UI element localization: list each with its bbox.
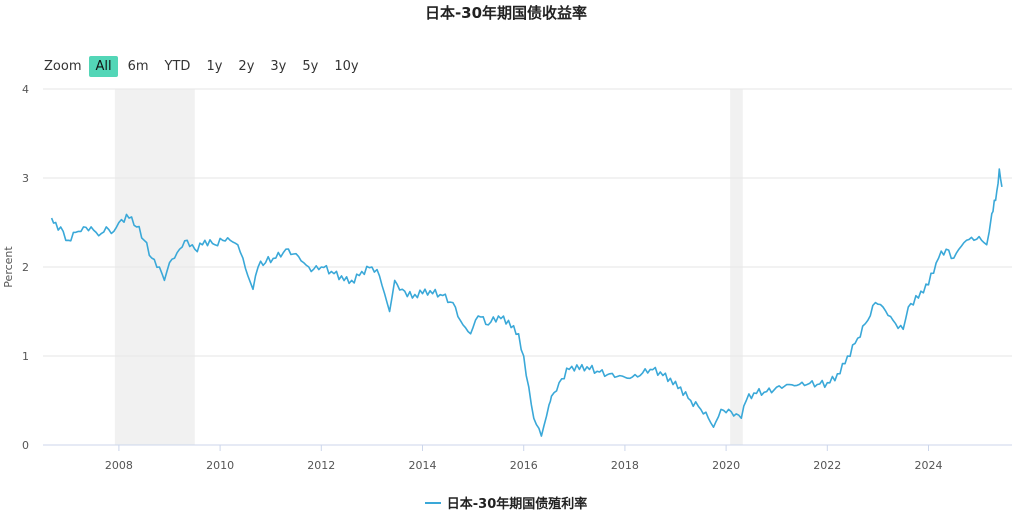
x-tick-label: 2008 bbox=[105, 459, 133, 472]
legend[interactable]: 日本-30年期国债殖利率 bbox=[0, 493, 1012, 512]
chart-title: 日本-30年期国债收益率 bbox=[424, 4, 588, 22]
y-tick-label: 0 bbox=[22, 439, 29, 452]
x-tick-label: 2016 bbox=[510, 459, 538, 472]
x-tick-label: 2012 bbox=[307, 459, 335, 472]
zoom-selector: Zoom All 6m YTD 1y 2y 3y 5y 10y bbox=[40, 54, 365, 78]
x-axis: 2008 2010 2012 2014 2016 2018 2020 2022 2024 bbox=[105, 445, 943, 472]
y-axis: 0 1 2 3 4 bbox=[22, 83, 29, 452]
zoom-button-1y[interactable]: 1y bbox=[206, 58, 223, 74]
x-tick-label: 2010 bbox=[206, 459, 234, 472]
zoom-button-5y[interactable]: 5y bbox=[302, 58, 319, 74]
zoom-button-6m[interactable]: 6m bbox=[127, 58, 149, 74]
zoom-label: Zoom bbox=[44, 58, 82, 74]
legend-label: 日本-30年期国债殖利率 bbox=[446, 497, 588, 512]
zoom-button-ytd[interactable]: YTD bbox=[164, 58, 191, 74]
x-tick-label: 2018 bbox=[611, 459, 639, 472]
series-line[interactable] bbox=[50, 168, 1003, 437]
series-group bbox=[50, 168, 1003, 437]
zoom-button-10y[interactable]: 10y bbox=[334, 58, 359, 74]
x-tick-label: 2022 bbox=[813, 459, 841, 472]
zoom-button-2y[interactable]: 2y bbox=[238, 58, 255, 74]
zoom-button-all[interactable]: All bbox=[89, 55, 118, 77]
y-tick-label: 1 bbox=[22, 350, 29, 363]
y-tick-label: 4 bbox=[22, 83, 29, 96]
legend-line-icon bbox=[424, 501, 441, 504]
x-tick-label: 2024 bbox=[915, 459, 943, 472]
x-tick-label: 2020 bbox=[712, 459, 740, 472]
zoom-button-3y[interactable]: 3y bbox=[270, 58, 287, 74]
y-axis-label: Percent bbox=[2, 246, 15, 288]
y-tick-label: 3 bbox=[22, 172, 29, 185]
y-tick-label: 2 bbox=[22, 261, 29, 274]
x-tick-label: 2014 bbox=[409, 459, 437, 472]
